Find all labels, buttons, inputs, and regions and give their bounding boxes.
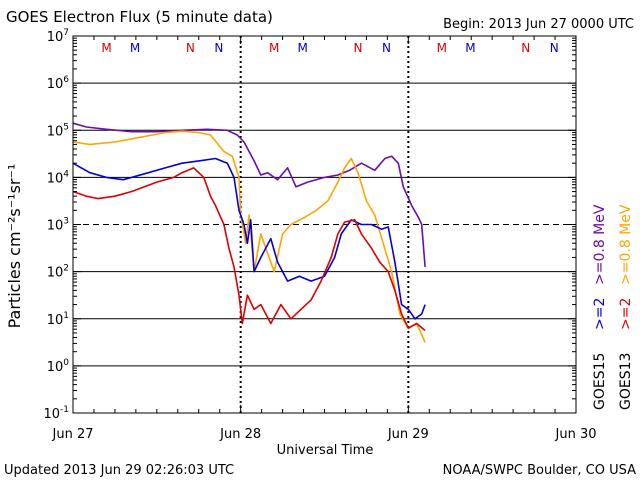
legend-goes15-lo: >=2 [592,298,608,330]
legend-goes15-sat: GOES15 [592,353,608,410]
marker-m: M [465,41,475,55]
legend-goes13-lo: >=2 [618,298,634,330]
series-goes13-0-8-mev [72,130,426,343]
legend-goes15-hi: >=0.8 MeV [592,204,608,285]
y-tick-label: 102 [47,264,69,281]
y-tick-label: 101 [47,311,69,328]
y-tick-label: 106 [47,75,70,92]
x-axis-ticks: Jun 27 Jun 28 Jun 29 Jun 30 [52,36,597,442]
y-tick-label: 103 [47,217,69,234]
y-tick-label: 100 [47,358,70,375]
legend-goes13-hi: >=0.8 MeV [618,204,634,285]
marker-n: N [550,41,559,55]
y-tick-label: 105 [47,122,69,139]
marker-m: M [437,41,447,55]
chart-title: GOES Electron Flux (5 minute data) [6,8,273,26]
marker-m: M [130,41,140,55]
x-tick-label: Jun 27 [52,427,94,442]
y-tick-label: 104 [47,169,70,186]
legend: GOES15 >=2 >=0.8 MeV GOES13 >=2 >=0.8 Me… [592,204,634,410]
begin-label: Begin: 2013 Jun 27 0000 UTC [443,17,634,32]
marker-n: N [214,41,223,55]
y-axis-ticks: 10-1 100 101 102 103 104 105 106 107 [43,28,576,422]
plot-frame [72,35,577,414]
marker-n: N [521,41,530,55]
marker-m: M [298,41,308,55]
marker-n: N [186,41,195,55]
credit-text: NOAA/SWPC Boulder, CO USA [443,463,636,478]
marker-n: N [382,41,391,55]
y-axis-label: Particles cm⁻²s⁻¹sr⁻¹ [5,164,24,329]
series-goes15-0-8-mev [72,122,426,267]
series-goes13-2-mev [72,167,426,332]
x-tick-label: Jun 29 [387,427,429,442]
x-tick-label: Jun 30 [555,427,597,442]
marker-n: N [354,41,363,55]
x-tick-label: Jun 28 [219,427,261,442]
x-axis-label: Universal Time [277,443,374,458]
updated-timestamp: Updated 2013 Jun 29 02:26:03 UTC [4,463,234,478]
marker-m: M [269,41,279,55]
y-tick-label: 107 [47,28,69,45]
data-series [72,122,426,343]
y-tick-label: 10-1 [43,405,69,422]
series-goes15-2-mev [72,157,426,320]
marker-m: M [101,41,111,55]
legend-goes13-sat: GOES13 [618,353,634,410]
